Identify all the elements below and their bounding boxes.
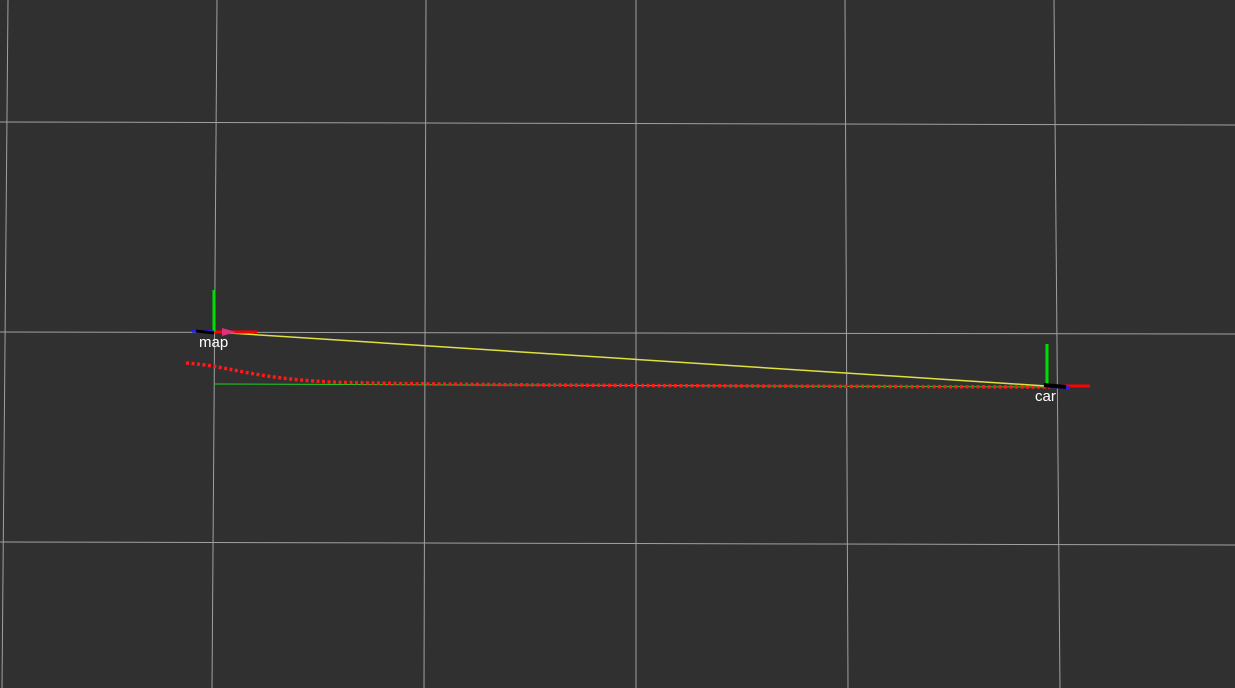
grid-line-horizontal [0, 331, 1235, 335]
map-frame-axes[interactable] [191, 290, 257, 336]
grid-line-vertical [211, 0, 218, 688]
map-frame-label: map [199, 334, 229, 351]
grid-line-vertical [1053, 0, 1061, 688]
car-frame-label: car [1035, 388, 1056, 405]
planned-path [185, 361, 1051, 389]
tf-link-map-to-car [213, 331, 1047, 387]
grid-line-vertical [844, 0, 849, 688]
grid-line-horizontal [0, 541, 1235, 546]
map-arrow-marker [222, 328, 236, 336]
grid-line-vertical [423, 0, 427, 688]
car-axis-shadow [1043, 383, 1067, 389]
car-frame-axes[interactable] [1043, 344, 1090, 390]
grid-line-horizontal [0, 121, 1235, 126]
map-axis-shadow [195, 329, 215, 335]
grid-line-vertical [1, 0, 9, 688]
